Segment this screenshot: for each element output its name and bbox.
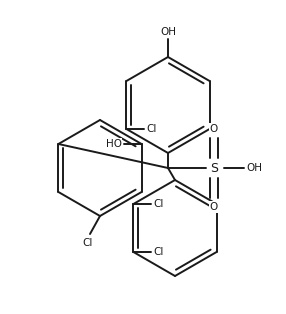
Text: HO: HO [106, 139, 122, 149]
Text: O: O [210, 202, 218, 212]
Text: Cl: Cl [146, 124, 157, 134]
Text: OH: OH [160, 27, 176, 37]
Text: Cl: Cl [153, 247, 164, 257]
Text: Cl: Cl [83, 238, 93, 248]
Text: O: O [210, 124, 218, 134]
Text: S: S [210, 161, 218, 175]
Text: Cl: Cl [153, 199, 164, 209]
Text: OH: OH [246, 163, 262, 173]
